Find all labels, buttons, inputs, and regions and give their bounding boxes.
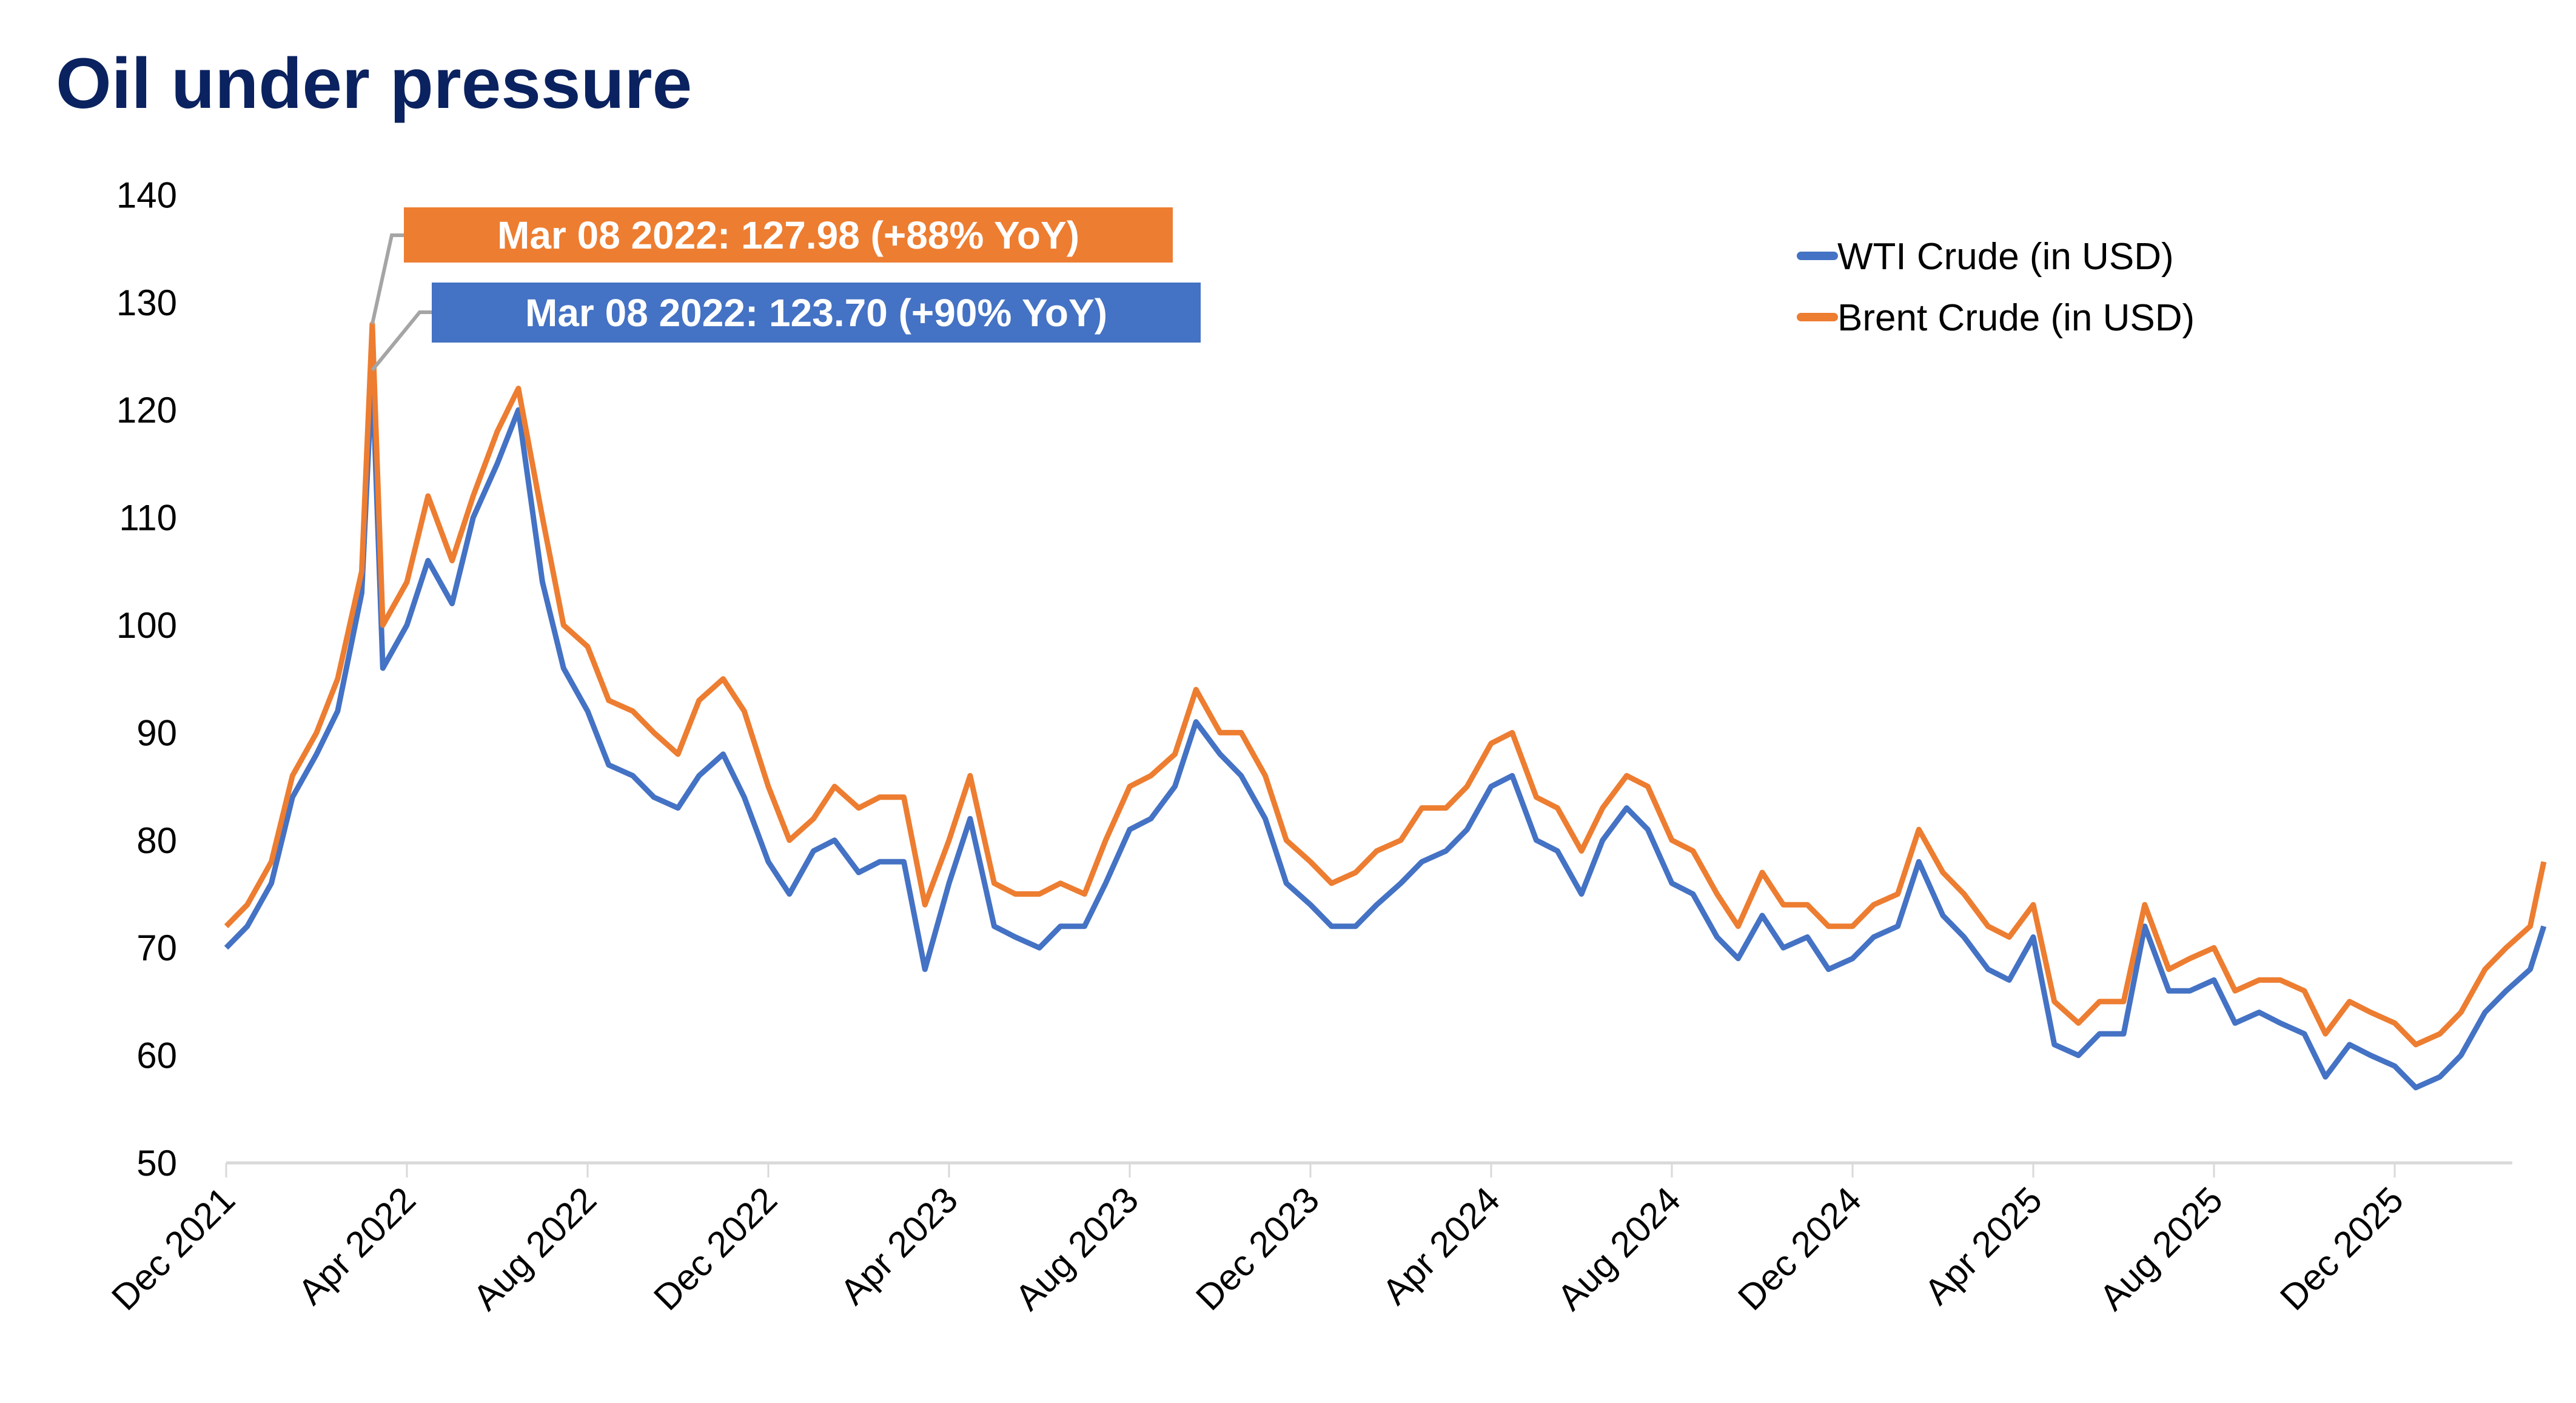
- wti-crude-line: [224, 367, 2547, 1091]
- y-tick-label: 60: [136, 1036, 177, 1076]
- chart-title: Oil under pressure: [56, 44, 692, 124]
- x-tick-label: Aug 2022: [465, 1179, 604, 1318]
- annotation-leader-line: [370, 233, 404, 325]
- y-axis: 50 60 70 80 90 100 110 120 130 140: [116, 175, 177, 1184]
- x-tick-label: Apr 2023: [833, 1179, 966, 1313]
- y-tick-label: 90: [136, 712, 177, 753]
- annotation-wti: Mar 08 2022: 123.70 (+90% YoY): [371, 283, 1201, 372]
- y-tick-label: 50: [136, 1143, 177, 1184]
- x-tick-label: Dec 2024: [1730, 1179, 1869, 1318]
- x-tick-label: Apr 2024: [1375, 1179, 1508, 1313]
- x-tick-label: Aug 2023: [1007, 1179, 1146, 1318]
- brent-crude-line: [224, 321, 2547, 1048]
- y-tick-label: 140: [116, 175, 177, 215]
- y-tick-label: 100: [116, 605, 177, 646]
- y-tick-label: 130: [116, 283, 177, 323]
- legend-label-brent: Brent Crude (in USD): [1837, 297, 2195, 339]
- annotation-brent: Mar 08 2022: 127.98 (+88% YoY): [370, 207, 1173, 325]
- x-tick-label: Dec 2022: [646, 1179, 785, 1318]
- x-tick-label: Apr 2022: [290, 1179, 424, 1313]
- x-tick-label: Dec 2025: [2272, 1179, 2411, 1318]
- annotation-box: [404, 207, 1173, 263]
- annotation-leader-line: [371, 310, 432, 372]
- x-axis: Dec 2021 Apr 2022 Aug 2022 Dec 2022 Apr 2023…: [104, 1161, 2512, 1318]
- x-tick-label: Aug 2025: [2091, 1179, 2230, 1318]
- series-lines: [224, 321, 2547, 1091]
- annotation-box: [432, 283, 1201, 343]
- legend-label-wti: WTI Crude (in USD): [1837, 236, 2174, 278]
- annotation-label: Mar 08 2022: 123.70 (+90% YoY): [525, 291, 1107, 335]
- y-tick-label: 120: [116, 390, 177, 430]
- x-tick-label: Apr 2025: [1917, 1179, 2050, 1313]
- x-tick-label: Dec 2021: [104, 1179, 243, 1318]
- y-tick-label: 80: [136, 820, 177, 861]
- legend: WTI Crude (in USD) Brent Crude (in USD): [1797, 236, 2195, 339]
- y-tick-label: 70: [136, 928, 177, 968]
- x-tick-label: Dec 2023: [1188, 1179, 1327, 1318]
- annotation-label: Mar 08 2022: 127.98 (+88% YoY): [497, 213, 1079, 257]
- y-tick-label: 110: [119, 498, 177, 538]
- x-tick-label: Aug 2024: [1549, 1179, 1688, 1318]
